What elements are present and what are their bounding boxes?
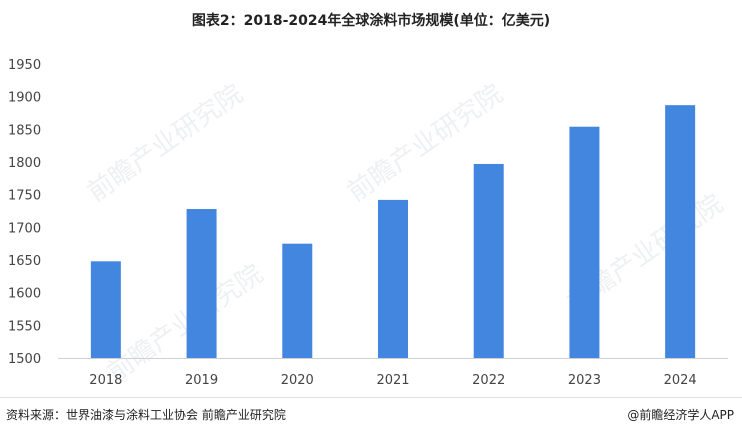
x-tick-label: 2023 [568,373,601,388]
bar-2022 [473,163,504,358]
x-tick-label: 2020 [281,373,314,388]
bar-2023 [569,126,600,358]
x-tick-label: 2022 [472,373,505,388]
y-tick-label: 1650 [8,254,41,269]
chart-title: 图表2：2018-2024年全球涂料市场规模(单位：亿美元) [191,13,551,29]
y-tick-label: 1750 [8,189,41,204]
y-tick-label: 1700 [8,221,41,236]
y-tick-label: 1900 [8,91,41,106]
x-tick-label: 2024 [664,373,697,388]
y-tick-label: 1950 [8,58,41,73]
footer-divider [0,397,742,398]
y-tick-label: 1600 [8,287,41,302]
bar-2020 [282,243,313,358]
bar-2024 [665,105,696,358]
source-note: 资料来源：世界油漆与涂料工业协会 前瞻产业研究院 [6,408,286,422]
watermark: 前瞻产业研究院 [102,259,268,388]
x-tick-label: 2018 [89,373,122,388]
y-tick-label: 1500 [8,352,41,367]
y-tick-label: 1850 [8,123,41,138]
x-tick-label: 2019 [185,373,218,388]
bar-2018 [90,261,121,358]
y-tick-label: 1800 [8,156,41,171]
y-tick-label: 1550 [8,319,41,334]
x-tick-label: 2021 [376,373,409,388]
bar-2019 [186,209,217,358]
brand-credit: @前瞻经济学人APP [627,408,734,422]
bar-2021 [378,199,408,358]
bar-chart: 前瞻产业研究院 前瞻产业研究院前瞻产业研究院前瞻产业研究院150015501600… [8,58,729,388]
watermark: 前瞻产业研究院 [82,79,248,208]
